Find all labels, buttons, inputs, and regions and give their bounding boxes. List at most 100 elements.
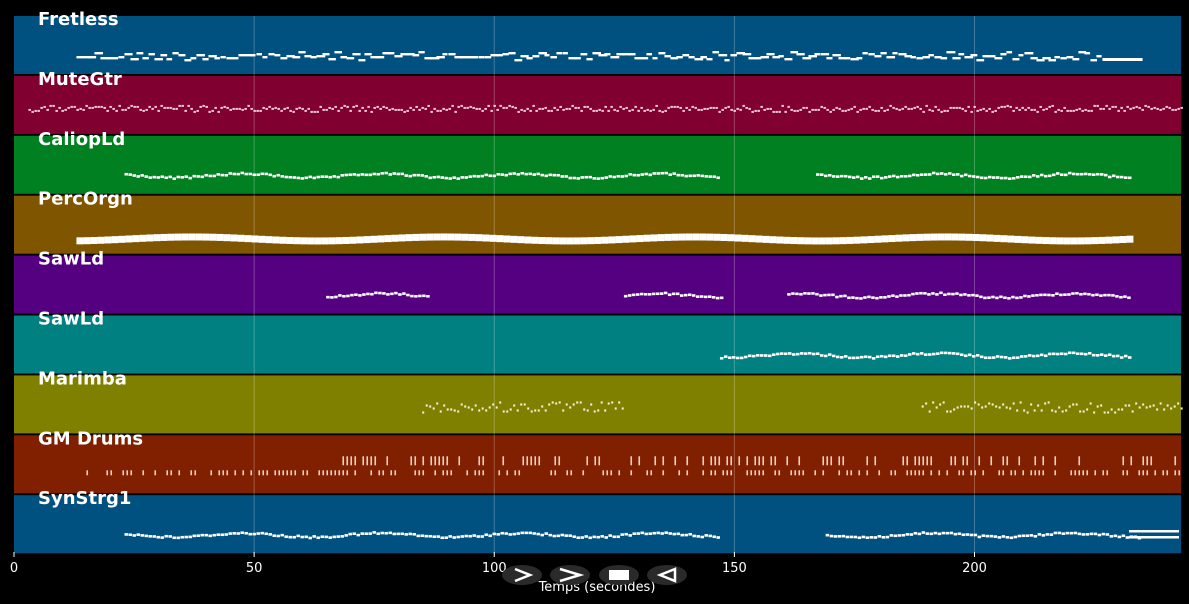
note: [316, 175, 320, 179]
note: [85, 104, 88, 107]
note: [402, 292, 406, 295]
note: [1135, 402, 1138, 405]
note: [963, 293, 967, 296]
note: [979, 355, 984, 359]
note: [938, 470, 941, 476]
note: [1084, 172, 1088, 176]
note: [289, 109, 292, 112]
note: [664, 171, 668, 175]
note: [904, 105, 907, 108]
note: [363, 236, 371, 244]
note: [502, 106, 505, 109]
note: [934, 56, 942, 59]
note: [1138, 106, 1141, 109]
note: [884, 176, 888, 179]
note: [1012, 109, 1015, 112]
note: [885, 535, 890, 539]
note: [300, 237, 308, 245]
note: [1150, 456, 1153, 466]
note: [164, 176, 168, 180]
track-label-7: GM Drums: [38, 428, 143, 449]
note: [1005, 406, 1008, 409]
note: [226, 470, 229, 476]
note: [678, 470, 681, 476]
note: [1018, 54, 1024, 57]
note: [572, 403, 575, 406]
note: [209, 233, 217, 241]
note: [1054, 470, 1057, 476]
note: [214, 106, 217, 109]
note: [1003, 356, 1008, 359]
note: [1030, 57, 1038, 60]
note: [130, 58, 139, 61]
note: [391, 107, 394, 110]
note: [532, 173, 536, 176]
note: [508, 104, 511, 107]
note: [265, 107, 268, 110]
note: [342, 294, 346, 298]
note: [895, 234, 903, 242]
note: [618, 470, 621, 476]
note: [1021, 534, 1026, 538]
note: [378, 470, 381, 476]
note: [506, 470, 509, 476]
forward-button[interactable]: [550, 565, 590, 585]
note: [781, 104, 784, 107]
stop-button[interactable]: [599, 565, 639, 585]
note: [374, 456, 377, 466]
note: [556, 173, 560, 177]
note: [64, 108, 67, 111]
track-band-4: [14, 255, 1181, 314]
note: [1057, 531, 1062, 535]
play-button[interactable]: [502, 565, 542, 585]
note: [217, 110, 220, 113]
note: [316, 110, 319, 113]
note: [94, 105, 97, 108]
note: [1146, 470, 1149, 476]
note: [366, 456, 369, 466]
note: [524, 172, 528, 176]
note: [118, 235, 126, 243]
note: [716, 176, 720, 180]
note: [1034, 470, 1037, 476]
note: [952, 106, 955, 109]
note: [430, 110, 433, 113]
note: [482, 456, 485, 466]
note: [314, 237, 322, 245]
note: [858, 470, 861, 476]
note: [863, 296, 867, 299]
note: [883, 296, 887, 299]
note: [667, 106, 670, 109]
note: [766, 53, 775, 56]
note: [550, 109, 553, 112]
note: [1121, 408, 1124, 411]
note: [124, 533, 128, 536]
note: [538, 456, 541, 466]
note: [1145, 406, 1148, 409]
note: [859, 297, 863, 300]
rewind-button[interactable]: [647, 565, 687, 585]
note: [208, 110, 211, 113]
note: [620, 175, 624, 178]
note: [1126, 470, 1129, 476]
note: [612, 535, 616, 539]
note: [1129, 107, 1132, 110]
note: [188, 535, 192, 539]
note: [799, 352, 804, 355]
note: [979, 234, 987, 242]
note: [992, 176, 996, 179]
note: [466, 470, 469, 476]
note: [1000, 53, 1007, 56]
note: [862, 107, 865, 110]
note: [238, 54, 246, 57]
note: [238, 107, 241, 110]
note: [852, 176, 856, 179]
note: [571, 104, 574, 107]
note: [936, 172, 940, 176]
note: [1117, 535, 1122, 539]
note: [643, 109, 646, 112]
note: [1079, 352, 1084, 356]
note: [292, 56, 301, 59]
note: [548, 403, 551, 406]
note: [1033, 534, 1038, 538]
